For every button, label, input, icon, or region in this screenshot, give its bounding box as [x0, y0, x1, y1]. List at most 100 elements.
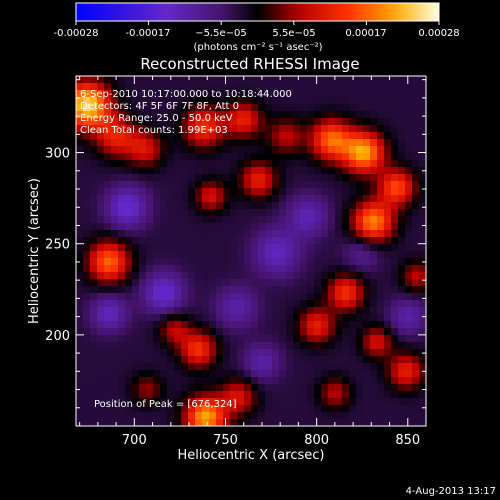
heatmap-cell: [153, 314, 161, 322]
heatmap-cell: [139, 300, 147, 308]
heatmap-cell: [223, 377, 231, 385]
heatmap-cell: [111, 195, 119, 203]
heatmap-cell: [279, 251, 287, 259]
heatmap-cell: [391, 160, 399, 168]
heatmap-cell: [90, 307, 98, 315]
heatmap-cell: [209, 321, 217, 329]
heatmap-cell: [146, 307, 154, 315]
heatmap-cell: [146, 104, 154, 112]
heatmap-cell: [356, 328, 364, 336]
heatmap-cell: [146, 335, 154, 343]
heatmap-cell: [265, 377, 273, 385]
heatmap-cell: [223, 384, 231, 392]
heatmap-cell: [398, 349, 406, 357]
heatmap-cell: [188, 202, 196, 210]
heatmap-cell: [300, 167, 308, 175]
heatmap-cell: [146, 202, 154, 210]
heatmap-cell: [97, 279, 105, 287]
heatmap-cell: [83, 412, 91, 420]
heatmap-cell: [349, 237, 357, 245]
heatmap-cell: [272, 251, 280, 259]
heatmap-cell: [272, 76, 280, 84]
heatmap-cell: [300, 111, 308, 119]
heatmap-cell: [286, 90, 294, 98]
heatmap-cell: [349, 139, 357, 147]
heatmap-cell: [391, 209, 399, 217]
heatmap-cell: [342, 314, 350, 322]
heatmap-cell: [356, 244, 364, 252]
heatmap-cell: [307, 307, 315, 315]
heatmap-cell: [363, 174, 371, 182]
heatmap-cell: [125, 167, 133, 175]
heatmap-cell: [321, 342, 329, 350]
heatmap-cell: [328, 146, 336, 154]
heatmap-cell: [160, 265, 168, 273]
heatmap-cell: [286, 258, 294, 266]
heatmap-cell: [153, 195, 161, 203]
heatmap-cell: [349, 195, 357, 203]
heatmap-cell: [181, 209, 189, 217]
heatmap-cell: [265, 279, 273, 287]
heatmap-cell: [167, 314, 175, 322]
heatmap-cell: [314, 244, 322, 252]
heatmap-cell: [251, 384, 259, 392]
heatmap-cell: [118, 321, 126, 329]
heatmap-cell: [153, 202, 161, 210]
heatmap-cell: [125, 384, 133, 392]
heatmap-cell: [265, 398, 273, 406]
heatmap-cell: [335, 363, 343, 371]
heatmap-cell: [230, 160, 238, 168]
heatmap-cell: [174, 363, 182, 371]
heatmap-cell: [377, 167, 385, 175]
heatmap-cell: [230, 356, 238, 364]
heatmap-cell: [286, 167, 294, 175]
heatmap-cell: [111, 419, 119, 427]
heatmap-cell: [251, 258, 259, 266]
heatmap-cell: [216, 195, 224, 203]
heatmap-cell: [398, 384, 406, 392]
heatmap-cell: [321, 153, 329, 161]
heatmap-cell: [188, 83, 196, 91]
heatmap-cell: [391, 398, 399, 406]
heatmap-cell: [202, 244, 210, 252]
heatmap-cell: [202, 293, 210, 301]
heatmap-cell: [216, 405, 224, 413]
heatmap-cell: [335, 125, 343, 133]
heatmap-cell: [160, 104, 168, 112]
heatmap-cell: [223, 223, 231, 231]
heatmap-cell: [307, 251, 315, 259]
heatmap-cell: [279, 377, 287, 385]
heatmap-cell: [251, 335, 259, 343]
heatmap-cell: [237, 412, 245, 420]
heatmap-cell: [258, 342, 266, 350]
heatmap-cell: [349, 83, 357, 91]
heatmap-cell: [286, 153, 294, 161]
heatmap-cell: [125, 293, 133, 301]
heatmap-cell: [230, 188, 238, 196]
heatmap-cell: [328, 398, 336, 406]
heatmap-cell: [398, 251, 406, 259]
heatmap-cell: [335, 370, 343, 378]
heatmap-cell: [132, 251, 140, 259]
heatmap-cell: [328, 83, 336, 91]
heatmap-cell: [377, 342, 385, 350]
heatmap-cell: [104, 251, 112, 259]
heatmap-cell: [146, 363, 154, 371]
heatmap-cell: [244, 139, 252, 147]
heatmap-cell: [132, 286, 140, 294]
heatmap-cell: [321, 195, 329, 203]
heatmap-cell: [90, 237, 98, 245]
heatmap-cell: [349, 321, 357, 329]
heatmap-cell: [300, 174, 308, 182]
heatmap-cell: [293, 209, 301, 217]
heatmap-cell: [307, 97, 315, 105]
heatmap-cell: [223, 237, 231, 245]
heatmap-cell: [251, 293, 259, 301]
heatmap-cell: [314, 307, 322, 315]
heatmap-cell: [293, 314, 301, 322]
heatmap-cell: [258, 223, 266, 231]
heatmap-cell: [97, 384, 105, 392]
heatmap-cell: [314, 300, 322, 308]
y-tick-label: 250: [45, 238, 70, 253]
heatmap-cell: [83, 230, 91, 238]
